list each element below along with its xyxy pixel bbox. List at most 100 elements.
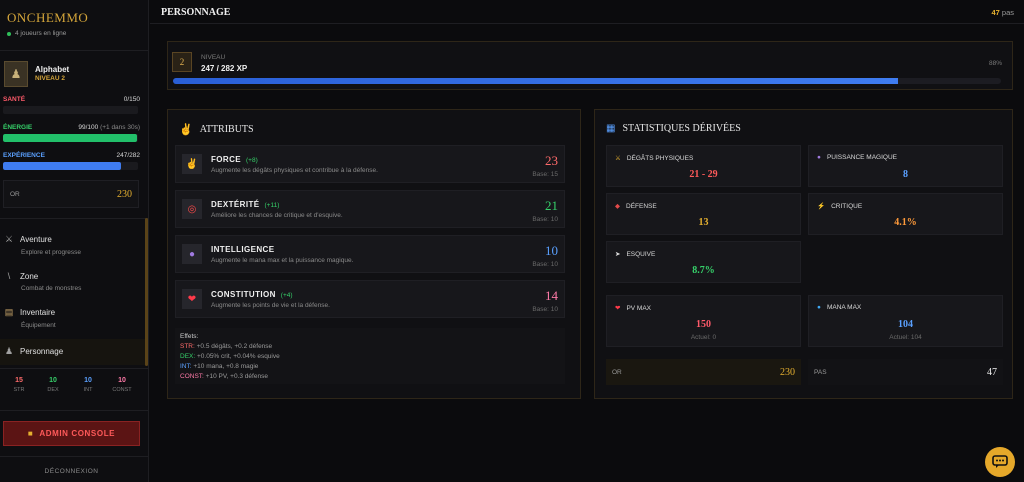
energy-bar bbox=[3, 134, 138, 142]
attribute-description: Augmente les points de vie et la défense… bbox=[211, 302, 330, 309]
player-name: Alphabet bbox=[35, 65, 70, 74]
attribute-base: Base: 10 bbox=[532, 216, 558, 223]
mini-stat-key: DEX bbox=[47, 387, 59, 393]
stat-sub: Actuel: 0 bbox=[690, 334, 717, 341]
effects-heading: Effets: bbox=[180, 333, 199, 340]
nav-label: Aventure bbox=[20, 235, 52, 244]
stat-value: 8.7% bbox=[692, 265, 715, 276]
logout-button[interactable]: DÉCONNEXION bbox=[44, 468, 99, 475]
nav-label: Zone bbox=[20, 271, 39, 281]
stat-pv-max: ❤ PV MAX 150 Actuel: 0 bbox=[606, 295, 801, 347]
divider bbox=[0, 368, 149, 369]
mini-stat-key: STR bbox=[13, 387, 25, 393]
health-value: 0/150 bbox=[123, 96, 140, 103]
mini-stat-key: INT bbox=[83, 387, 93, 393]
attribute-description: Augmente le mana max et la puissance mag… bbox=[211, 257, 354, 264]
effect-line-int: INT: +10 mana, +0.8 magie bbox=[180, 362, 560, 372]
nav-item-inventaire[interactable]: ▤ Inventaire Équipement bbox=[0, 307, 146, 329]
heart-icon: ❤ bbox=[615, 305, 621, 312]
nav-item-personnage[interactable]: ♟ Personnage bbox=[0, 339, 146, 365]
xp-progress-fill bbox=[173, 78, 899, 84]
footer-gold: OR 230 bbox=[606, 359, 801, 385]
mini-stat-value: 10 bbox=[118, 377, 126, 384]
experience-bar-fill bbox=[3, 162, 122, 170]
experience-label: EXPÉRIENCE bbox=[3, 152, 45, 159]
xp-text: 247 / 282 XP bbox=[201, 64, 248, 73]
attribute-bonus: (+8) bbox=[246, 157, 258, 164]
attribute-bonus: (+4) bbox=[280, 292, 293, 299]
health-row: SANTÉ 0/150 bbox=[3, 96, 140, 103]
dash-icon: ➤ bbox=[615, 251, 621, 258]
stat-label: ❤ PV MAX bbox=[615, 304, 652, 313]
energy-regen-note: (+1 dans 30s) bbox=[100, 124, 140, 131]
stat-label-text: MANA MAX bbox=[826, 304, 862, 311]
gold-box: OR 230 bbox=[3, 180, 139, 208]
energy-bar-fill bbox=[3, 134, 137, 142]
attributes-panel: ✌ ATTRIBUTS ✌ FORCE (+8) Augmente les dég… bbox=[167, 109, 581, 399]
mini-stat-const: 10 CONST bbox=[108, 377, 136, 393]
stat-mana-max: ● MANA MAX 104 Actuel: 104 bbox=[808, 295, 1003, 347]
stat-label: ⚡ CRITIQUE bbox=[817, 202, 862, 211]
steps-value: 47 bbox=[991, 8, 1000, 17]
nav-sublabel: Explore et progresse bbox=[21, 249, 81, 256]
chat-button[interactable] bbox=[985, 447, 1015, 477]
stat-value: 13 bbox=[698, 217, 709, 228]
stat-label: ⚔ DÉGÂTS PHYSIQUES bbox=[615, 154, 694, 163]
scroll-icon: ▤ bbox=[4, 307, 14, 317]
effect-text: +0.5 dégâts, +0.2 défense bbox=[196, 343, 273, 350]
nav-item-zone[interactable]: \ Zone Combat de monstres bbox=[0, 271, 146, 292]
bar-chart-icon: ▦ bbox=[606, 123, 616, 134]
attribute-value: 21 bbox=[545, 198, 558, 213]
online-status: 4 joueurs en ligne bbox=[7, 30, 66, 37]
attribute-description: Améliore les chances de critique et d'es… bbox=[211, 212, 343, 219]
attribute-name: INTELLIGENCE bbox=[211, 245, 279, 254]
crossed-swords-icon: ⚔ bbox=[4, 234, 14, 244]
stat-value: 104 bbox=[898, 319, 913, 330]
energy-value: 99/100 bbox=[78, 124, 99, 131]
attribute-name: DEXTÉRITÉ (+11) bbox=[211, 200, 279, 209]
experience-row: EXPÉRIENCE 247/282 bbox=[3, 152, 140, 159]
mini-stat-key: CONST bbox=[112, 387, 132, 393]
mini-stat-dex: 10 DEX bbox=[39, 377, 67, 393]
attributes-title-text: ATTRIBUTS bbox=[199, 124, 254, 135]
brand-logo[interactable]: ONCHEMMO bbox=[7, 10, 89, 25]
effect-text: +10 PV, +0.3 défense bbox=[205, 373, 268, 380]
stat-label-text: DÉGÂTS PHYSIQUES bbox=[626, 154, 694, 162]
health-bar bbox=[3, 106, 138, 114]
heart-icon: ❤ bbox=[182, 289, 202, 309]
mini-stat-int: 10 INT bbox=[74, 377, 102, 393]
derived-title-text: STATISTIQUES DÉRIVÉES bbox=[622, 123, 741, 134]
attribute-name-text: FORCE bbox=[211, 155, 241, 164]
stat-critique: ⚡ CRITIQUE 4.1% bbox=[808, 193, 1003, 235]
energy-label: ÉNERGIE bbox=[3, 124, 33, 131]
attribute-force: ✌ FORCE (+8) Augmente les dégâts physique… bbox=[175, 145, 565, 183]
stat-label-text: ESQUIVE bbox=[626, 250, 656, 258]
crossed-swords-icon: ⚔ bbox=[615, 155, 621, 162]
stat-label-text: PV MAX bbox=[626, 304, 652, 312]
footer-steps-label: PAS bbox=[814, 368, 827, 376]
attribute-base: Base: 10 bbox=[532, 306, 558, 313]
stat-sub: Actuel: 104 bbox=[889, 334, 922, 341]
stat-defense: ◆ DÉFENSE 13 bbox=[606, 193, 801, 235]
effect-key: CONST: bbox=[180, 373, 204, 380]
attribute-name-text: INTELLIGENCE bbox=[211, 245, 275, 254]
experience-value: 247/282 bbox=[116, 152, 141, 159]
attribute-value: 23 bbox=[545, 153, 558, 168]
divider bbox=[0, 456, 149, 457]
nav-item-aventure[interactable]: ⚔ Aventure Explore et progresse bbox=[0, 234, 146, 256]
stat-puissance-magique: ● PUISSANCE MAGIQUE 8 bbox=[808, 145, 1003, 187]
gold-label: OR bbox=[10, 190, 20, 198]
effect-key: INT: bbox=[180, 363, 192, 370]
nav-label: Inventaire bbox=[20, 308, 56, 317]
xp-progress-bar bbox=[173, 78, 1001, 84]
sidebar-scrollbar[interactable] bbox=[145, 218, 148, 366]
admin-console-button[interactable]: ■ ADMIN CONSOLE bbox=[3, 421, 140, 446]
effect-line-str: STR: +0.5 dégâts, +0.2 défense bbox=[180, 342, 560, 352]
admin-console-label: ADMIN CONSOLE bbox=[39, 429, 116, 438]
attribute-base: Base: 10 bbox=[532, 261, 558, 268]
experience-bar bbox=[3, 162, 138, 170]
attributes-title: ✌ ATTRIBUTS bbox=[179, 123, 254, 136]
attribute-bonus: (+11) bbox=[264, 202, 280, 209]
attribute-name: CONSTITUTION (+4) bbox=[211, 290, 293, 299]
mini-stat-value: 15 bbox=[15, 377, 23, 384]
